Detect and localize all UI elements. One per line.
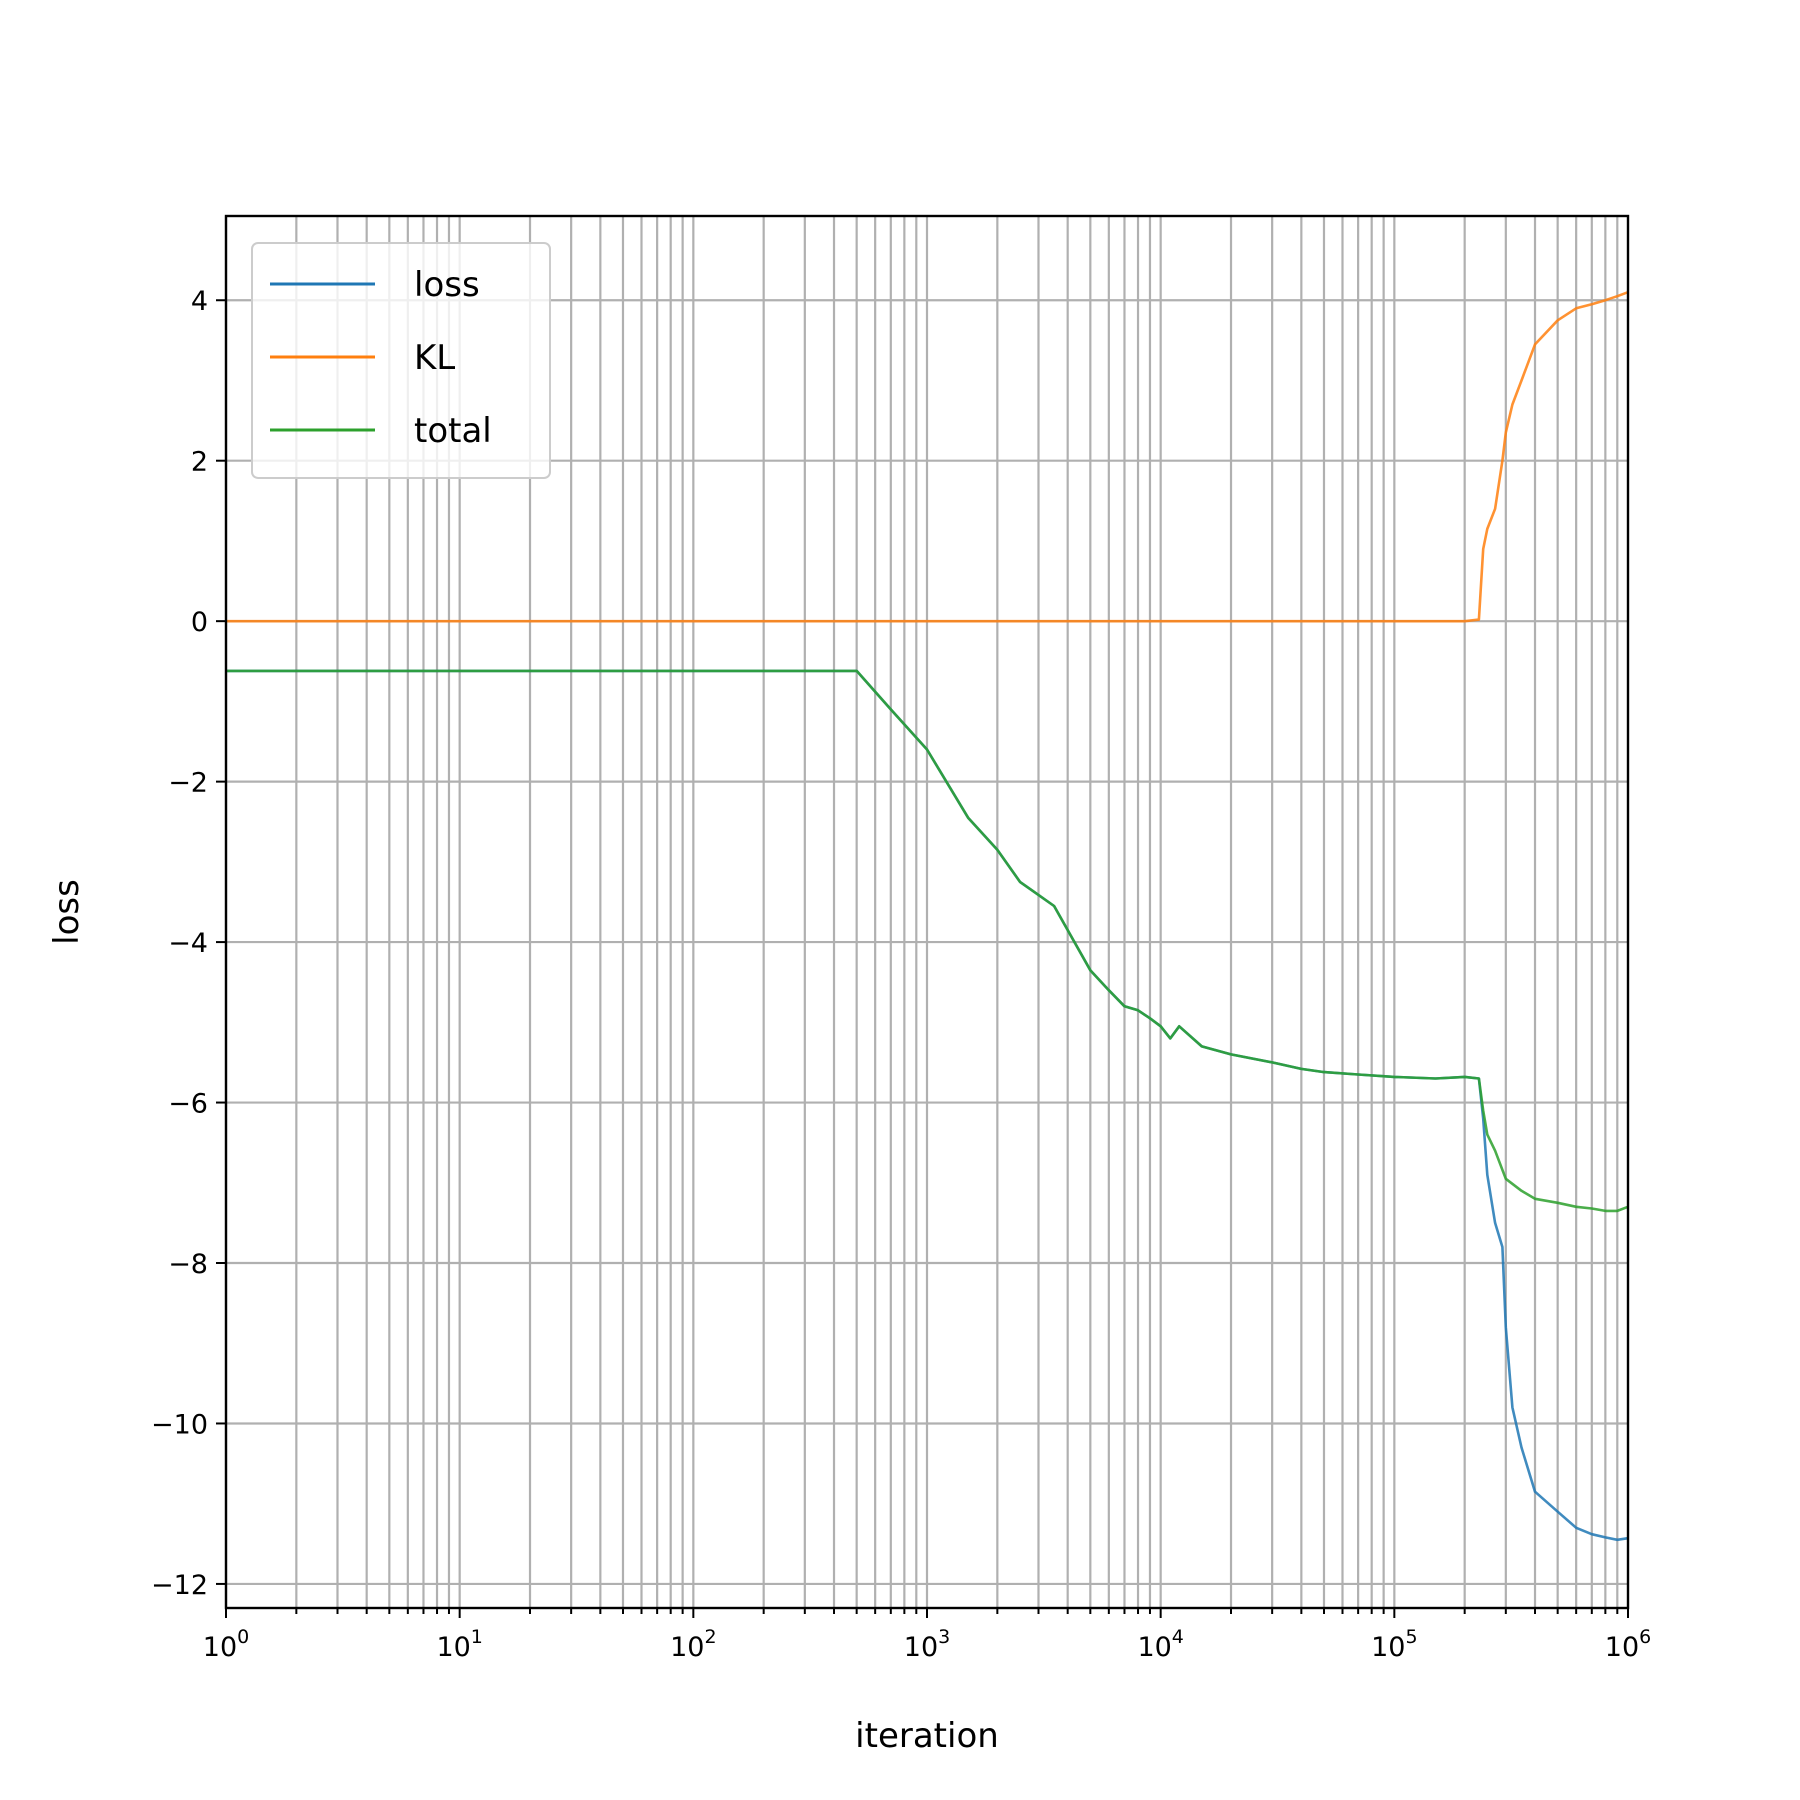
series-line-kl: [226, 290, 1629, 623]
y-tick-label: 0: [191, 607, 208, 638]
y-tick-label: 4: [191, 286, 208, 317]
y-tick-label: −8: [168, 1249, 208, 1280]
y-tick-label: −12: [151, 1570, 208, 1601]
y-tick-label: 2: [191, 447, 208, 478]
y-tick-label: −10: [151, 1409, 208, 1440]
x-tick-label: 105: [1371, 1626, 1417, 1663]
y-tick-label: −4: [168, 928, 208, 959]
x-tick-labels: 100 101 102 103 104 105 106: [203, 1626, 1651, 1663]
legend-label-kl: KL: [414, 338, 455, 378]
legend-box: [251, 242, 551, 479]
x-axis-label: iteration: [855, 1716, 999, 1756]
x-tick-label: 100: [203, 1626, 249, 1663]
legend-label-loss: loss: [414, 265, 480, 305]
y-tick-label: −6: [168, 1089, 208, 1120]
x-tick-label: 101: [436, 1626, 482, 1663]
x-tick-label: 102: [670, 1626, 716, 1663]
legend: loss KL total: [251, 242, 551, 479]
axis-ticks: [216, 299, 1629, 1618]
y-tick-labels: 4 2 0 −2 −4 −6 −8 −10 −12: [151, 286, 208, 1601]
plot-series: [226, 290, 1629, 1542]
y-axis-label: loss: [47, 879, 87, 945]
series-line-total: [226, 669, 1629, 1213]
x-tick-label: 103: [904, 1626, 950, 1663]
x-tick-label: 104: [1137, 1626, 1183, 1663]
x-tick-label: 106: [1605, 1626, 1651, 1663]
legend-label-total: total: [414, 411, 492, 451]
y-tick-label: −2: [168, 768, 208, 799]
